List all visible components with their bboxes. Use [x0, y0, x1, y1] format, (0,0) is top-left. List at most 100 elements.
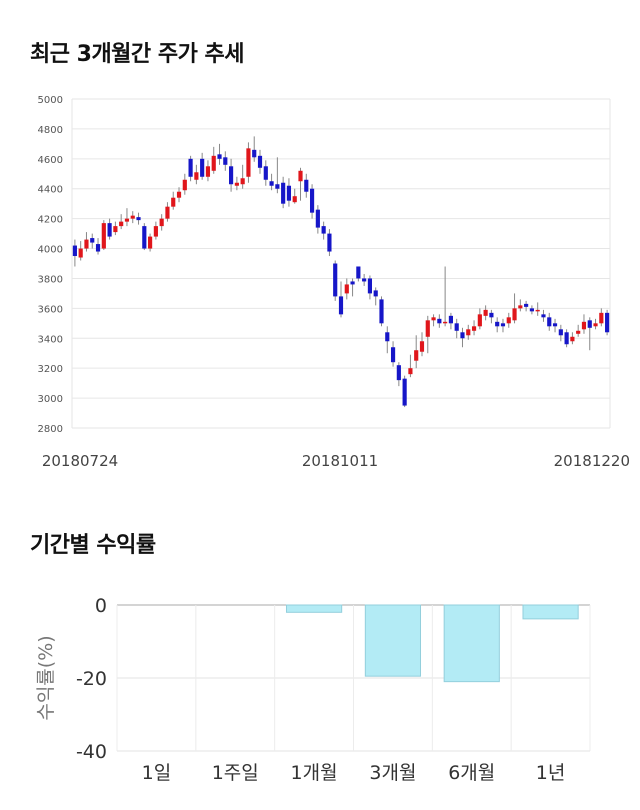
- price-chart-candles: [72, 136, 610, 408]
- candle: [454, 318, 459, 339]
- candle: [217, 143, 222, 165]
- candle-body: [246, 148, 251, 177]
- candle-body: [113, 226, 118, 233]
- returns-chart-grid: [116, 604, 591, 752]
- candle-body: [541, 314, 546, 318]
- candle-body: [367, 278, 373, 294]
- candle: [252, 136, 257, 162]
- candle: [362, 273, 367, 286]
- price-y-tick-label: 5000: [38, 95, 63, 106]
- candle-body: [500, 323, 506, 327]
- candle-body: [552, 323, 558, 327]
- returns-bar: [443, 604, 500, 683]
- candle: [321, 221, 326, 240]
- candle-body: [570, 336, 575, 342]
- candle-body: [518, 305, 523, 309]
- candle-body: [119, 221, 124, 227]
- candle: [518, 299, 523, 312]
- candle: [495, 317, 500, 333]
- candle-body: [130, 215, 135, 219]
- candle-body: [379, 299, 384, 324]
- candle-body: [333, 263, 338, 297]
- candle: [350, 278, 355, 297]
- candle: [460, 327, 465, 348]
- candle: [136, 212, 141, 225]
- candle: [448, 312, 453, 330]
- candle-body: [124, 218, 130, 222]
- candle-body: [558, 329, 563, 336]
- price-y-tick-label: 4200: [38, 215, 63, 226]
- returns-x-tick-label: 1일: [142, 762, 172, 784]
- candle-body: [252, 149, 257, 158]
- candle-body: [593, 323, 598, 327]
- candle: [396, 362, 401, 387]
- price-y-tick-label: 2800: [38, 424, 63, 435]
- candle-body: [448, 315, 453, 324]
- returns-chart-bars: [285, 604, 579, 683]
- candle-body: [599, 312, 604, 324]
- candle-body: [153, 226, 158, 237]
- candle: [471, 320, 477, 336]
- candle-body: [495, 321, 500, 327]
- candle: [223, 151, 228, 171]
- candle: [309, 184, 315, 219]
- candle: [78, 241, 83, 261]
- candle: [84, 232, 89, 252]
- candle-body: [419, 341, 425, 352]
- candle: [483, 305, 488, 321]
- candle-body: [263, 166, 268, 180]
- price-y-tick-label: 3200: [38, 364, 63, 375]
- candle: [107, 218, 112, 240]
- returns-bar: [364, 604, 422, 677]
- candle: [72, 239, 77, 267]
- candle-body: [362, 278, 367, 282]
- candle: [402, 375, 407, 408]
- candle-body: [72, 245, 77, 257]
- candle: [390, 341, 396, 367]
- candle: [257, 149, 263, 174]
- price-y-tick-label: 3000: [38, 394, 63, 405]
- candle-body: [460, 332, 465, 339]
- candle: [385, 326, 390, 354]
- candle: [234, 176, 239, 191]
- candle-body: [425, 320, 430, 337]
- price-candlestick-chart: 2800 3000 3200 3400 3600 3800 4000 4200 4400 4600…: [38, 95, 630, 470]
- candle-body: [159, 218, 164, 227]
- candle-body: [234, 182, 239, 186]
- candle-body: [443, 321, 448, 324]
- candle-body: [298, 170, 303, 182]
- candle: [431, 314, 436, 327]
- returns-bar: [522, 604, 579, 620]
- candle-body: [547, 317, 552, 327]
- price-y-tick-label: 4800: [38, 125, 63, 136]
- candle-body: [286, 185, 292, 201]
- price-chart-y-ticks: 2800 3000 3200 3400 3600 3800 4000 4200 4400 4600…: [38, 95, 63, 435]
- candle: [229, 158, 234, 192]
- candle-body: [194, 172, 199, 180]
- candle-body: [84, 239, 89, 249]
- candle-body: [101, 223, 106, 249]
- candle-body: [148, 236, 153, 249]
- candle: [292, 188, 297, 204]
- candle: [367, 275, 373, 300]
- candle-body: [576, 330, 581, 334]
- candle-body: [396, 365, 401, 381]
- candle-body: [171, 197, 176, 207]
- returns-x-tick-label: 1주일: [212, 762, 259, 784]
- candle-body: [304, 179, 309, 192]
- price-x-tick-label: 20181011: [302, 452, 378, 470]
- candle: [286, 178, 292, 207]
- candle: [327, 229, 332, 257]
- candle-body: [211, 155, 216, 171]
- candle-body: [240, 178, 245, 185]
- candle: [373, 287, 378, 306]
- candle: [524, 300, 529, 312]
- candle: [500, 318, 506, 333]
- candle-body: [564, 332, 569, 345]
- candle: [529, 305, 534, 315]
- candle: [593, 318, 598, 330]
- candle: [188, 155, 193, 182]
- candle: [176, 187, 182, 203]
- candle-body: [454, 323, 459, 331]
- candle: [142, 223, 147, 251]
